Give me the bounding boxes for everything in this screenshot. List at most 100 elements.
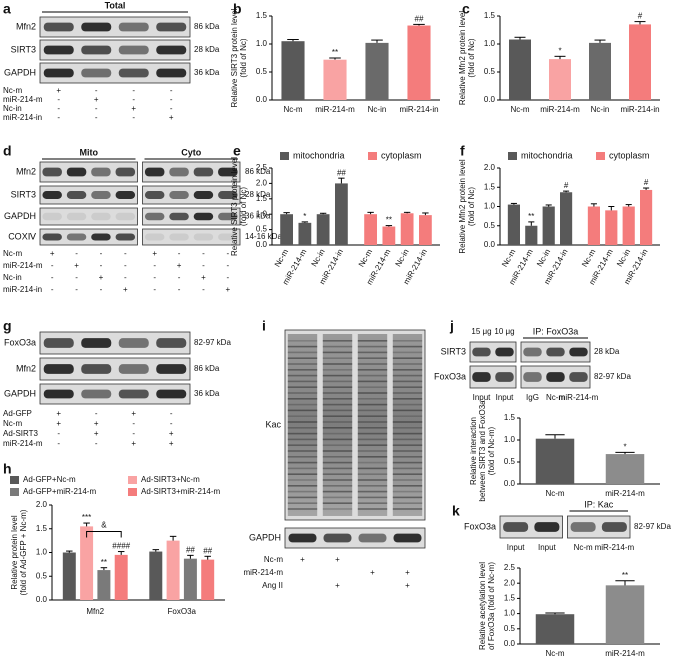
treatment-label: miR-214-m xyxy=(3,261,43,270)
band xyxy=(495,347,514,357)
lane-band xyxy=(357,496,388,499)
y-axis-label: Relative SIRT3 protein level xyxy=(230,8,239,107)
bar xyxy=(629,24,651,100)
treatment-sign: - xyxy=(132,95,135,104)
panel-letter: j xyxy=(449,318,454,334)
lane-band xyxy=(392,398,423,400)
significance-label: #### xyxy=(112,542,130,551)
bar xyxy=(535,614,575,644)
lane-band xyxy=(287,450,318,452)
lane-band xyxy=(322,421,353,423)
lane-band xyxy=(392,450,423,452)
x-tick-label: Nc-m xyxy=(273,247,291,268)
legend-label: Ad-SIRT3+Nc-m xyxy=(141,475,200,484)
lane-band xyxy=(287,357,318,359)
lane-band xyxy=(287,409,318,412)
y-axis-label: (fold of Nc) xyxy=(467,187,476,226)
kda-label: 86 kDa xyxy=(194,22,220,31)
lane-band xyxy=(392,415,423,417)
y-tick-label: 2.0 xyxy=(484,163,496,172)
lane-label: miR-214-m xyxy=(595,543,635,552)
band xyxy=(218,233,238,241)
lane-band xyxy=(322,340,353,342)
significance-label: ## xyxy=(415,15,424,24)
treatment-sign: + xyxy=(94,429,99,438)
band xyxy=(218,212,238,221)
band xyxy=(43,45,74,55)
bar xyxy=(605,454,645,484)
bracket xyxy=(86,531,122,538)
protein-label: FoxO3a xyxy=(434,371,466,381)
bar xyxy=(382,226,396,245)
lane-band xyxy=(357,479,388,481)
significance-label: ** xyxy=(101,558,107,567)
treatment-sign: + xyxy=(370,568,375,577)
treatment-sign: + xyxy=(131,409,136,418)
bar xyxy=(622,206,635,245)
legend-swatch xyxy=(508,152,517,160)
treatment-sign: + xyxy=(99,273,104,282)
treatment-sign: + xyxy=(152,249,157,258)
x-tick-label: Nc-in xyxy=(310,248,327,269)
bar xyxy=(525,225,538,245)
lane-band xyxy=(357,340,388,342)
kda-label: 82-97 kDa xyxy=(194,338,231,347)
significance-label: * xyxy=(303,212,306,221)
band xyxy=(81,364,112,374)
lane-band xyxy=(357,386,388,388)
y-axis-label: (fold of Nc) xyxy=(467,38,476,77)
band xyxy=(523,372,542,382)
treatment-sign: + xyxy=(169,113,174,122)
legend-swatch xyxy=(596,152,605,160)
band xyxy=(169,212,189,221)
treatment-sign: + xyxy=(56,86,61,95)
lane-band xyxy=(287,427,318,429)
y-axis-label: Relative Mfn2 protein level xyxy=(458,11,467,105)
band xyxy=(42,191,62,199)
treatment-label: Nc-m xyxy=(3,86,22,95)
band xyxy=(118,68,149,78)
lane-band xyxy=(287,502,318,504)
lane-label: Input xyxy=(507,543,526,552)
lane-label: IgG xyxy=(526,393,539,402)
band xyxy=(81,45,112,55)
lane-band xyxy=(392,444,423,446)
bar xyxy=(364,214,377,245)
legend-label: mitochondria xyxy=(521,150,573,160)
protein-label: Kac xyxy=(265,419,281,429)
lane-band xyxy=(322,473,353,475)
protein-label: SIRT3 xyxy=(11,189,36,199)
y-tick-label: 0.0 xyxy=(504,479,516,488)
blot-frame xyxy=(142,185,241,205)
treatment-sign: - xyxy=(124,249,127,258)
lane-band xyxy=(322,369,353,371)
lane-band xyxy=(357,438,388,441)
kda-label: 36 kDa xyxy=(194,68,220,77)
lane-band xyxy=(322,415,353,417)
lane-band xyxy=(322,351,353,354)
lane-band xyxy=(322,467,353,470)
lane-band xyxy=(287,363,318,365)
kda-label: 28 kDa xyxy=(594,347,620,356)
bar xyxy=(323,59,347,100)
band xyxy=(193,212,214,221)
lane-band xyxy=(357,357,388,359)
band xyxy=(288,533,317,543)
x-tick-label: Nc-m xyxy=(357,247,375,268)
kda-label: 28 kDa xyxy=(245,190,271,199)
treatment-sign: - xyxy=(57,104,60,113)
band xyxy=(118,22,149,32)
significance-label: ** xyxy=(386,216,392,225)
lane-band xyxy=(322,432,353,435)
panel-letter: c xyxy=(462,1,470,17)
legend-swatch xyxy=(368,152,377,160)
y-tick-label: 1.0 xyxy=(36,548,48,557)
y-tick-label: 2.5 xyxy=(256,163,268,172)
treatment-sign: + xyxy=(131,104,136,113)
significance-label: # xyxy=(564,181,569,190)
treatment-label: Ad-GFP xyxy=(3,409,32,418)
treatment-sign: - xyxy=(202,285,205,294)
band xyxy=(115,191,136,199)
legend-swatch xyxy=(10,476,19,484)
lane-band xyxy=(322,363,353,365)
